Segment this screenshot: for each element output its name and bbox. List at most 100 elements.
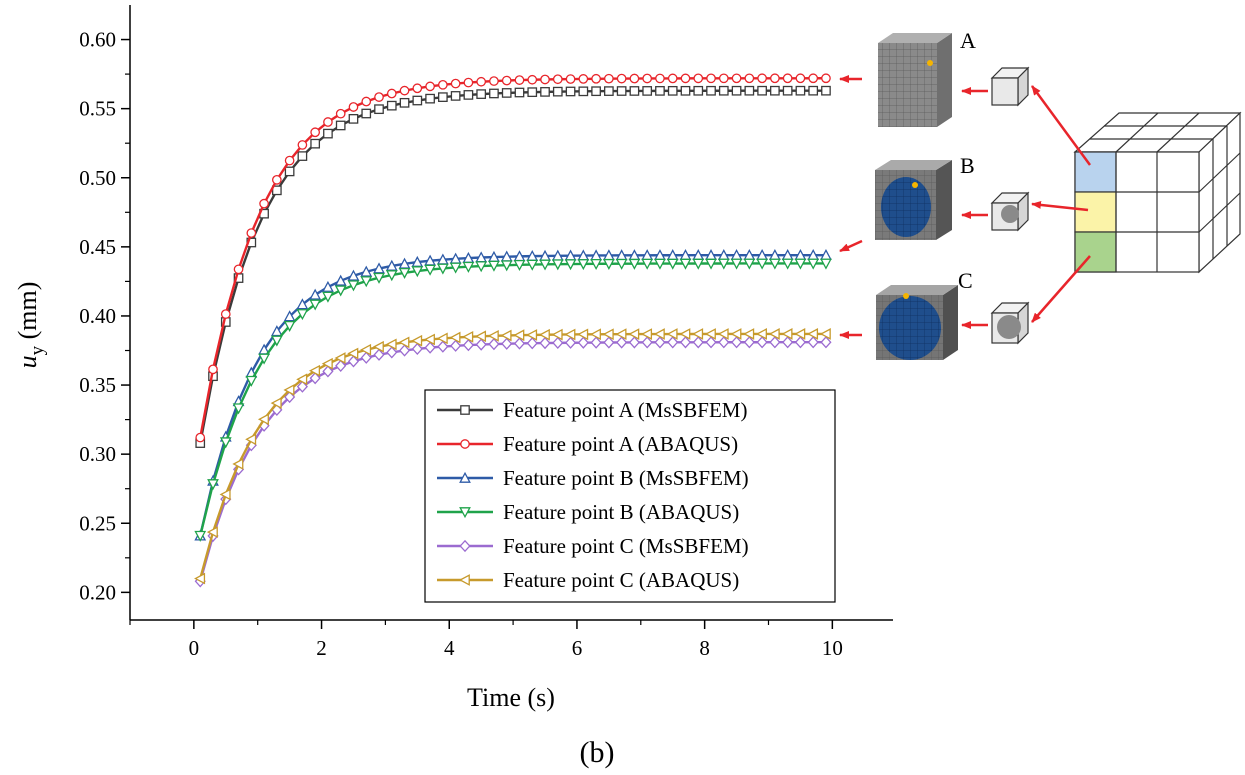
legend-label: Feature point A (ABAQUS) [503, 432, 738, 456]
series-point [385, 338, 397, 351]
series-point [782, 336, 794, 349]
label-c: C [958, 268, 973, 293]
series-point [334, 285, 347, 297]
series-point [526, 329, 538, 341]
mesh-model-b [875, 160, 952, 240]
series-point [245, 375, 258, 387]
legend-label: Feature point B (MsSBFEM) [503, 466, 749, 490]
series-point [768, 328, 780, 340]
cell-blue [1074, 151, 1117, 193]
series-point [564, 336, 577, 349]
series-point [679, 328, 691, 340]
series-point [755, 328, 767, 340]
series-point [245, 433, 257, 446]
x-axis-title: Time (s) [467, 683, 555, 712]
y-tick-label: 0.35 [79, 373, 116, 397]
series-point [424, 264, 436, 276]
series-point [462, 261, 475, 273]
series-point [807, 328, 819, 340]
series-point [538, 328, 550, 341]
series-point [373, 262, 385, 274]
legend-label: Feature point C (MsSBFEM) [503, 534, 749, 558]
series-point [692, 336, 704, 349]
mesh-model-a [878, 33, 952, 127]
series-point [272, 185, 282, 196]
series-point [655, 86, 665, 96]
series-point [348, 102, 359, 112]
series-point [527, 74, 538, 85]
series-point [654, 258, 666, 270]
series-point [808, 73, 819, 84]
series-point [757, 85, 767, 96]
series-point [437, 340, 449, 353]
series-point [257, 413, 269, 426]
series-point [731, 73, 742, 84]
series-point [488, 260, 500, 272]
legend-swatch-marker [460, 405, 470, 415]
series-point [808, 85, 819, 96]
unit-cube-c [990, 301, 1030, 345]
series-point [551, 328, 563, 341]
legend-box [424, 389, 836, 603]
composite-cube [1073, 111, 1242, 274]
series-point [233, 264, 244, 275]
series-point [781, 328, 793, 340]
series-point [820, 258, 832, 270]
series-point [220, 309, 231, 319]
series-point [449, 262, 462, 274]
series-point [398, 344, 411, 357]
series-point [540, 74, 550, 85]
series-point [552, 336, 564, 350]
y-axis-unit: (mm) [13, 282, 42, 340]
series-point [744, 73, 755, 84]
legend-item: Feature point B (MsSBFEM) [437, 466, 749, 490]
y-axis-symbol: u [13, 355, 42, 368]
series-point [603, 336, 615, 349]
series-point [219, 437, 232, 449]
series-point [208, 364, 218, 375]
mesh-model-c [876, 285, 958, 360]
legend: Feature point A (MsSBFEM) Feature point A… [424, 389, 836, 603]
series-1 [195, 85, 831, 448]
series-2 [195, 73, 831, 443]
series-point [743, 258, 756, 270]
series-point [679, 258, 692, 270]
series-point [602, 258, 615, 270]
series-4 [194, 258, 832, 542]
series-point [565, 74, 576, 84]
series-point [552, 86, 563, 97]
series-point [667, 73, 678, 84]
series-point [782, 73, 793, 84]
series-point [374, 92, 384, 102]
series-point [297, 151, 308, 161]
legend-label: Feature point A (MsSBFEM) [503, 398, 747, 422]
series-point [666, 258, 679, 270]
inset-illustration: A B C [839, 28, 1242, 360]
x-tick-label: 0 [189, 636, 200, 660]
series-point [552, 74, 563, 85]
series-point [476, 76, 487, 87]
series-point [284, 166, 295, 177]
series-point [730, 258, 743, 270]
series-point [718, 85, 729, 96]
arrow-green-cell [1031, 255, 1091, 323]
series-point [794, 258, 807, 270]
series-point [577, 328, 589, 341]
series-point [756, 258, 768, 270]
series-point [501, 75, 512, 86]
series-point [385, 270, 398, 282]
series-point [284, 155, 295, 166]
series-point [513, 259, 526, 272]
series-point [322, 365, 334, 378]
series-point [347, 355, 360, 368]
series-point [374, 104, 384, 115]
series-point [641, 258, 654, 270]
series-point [629, 86, 640, 96]
legend-swatch-marker [459, 471, 471, 483]
series-point [540, 87, 550, 97]
panel-label: (b) [580, 736, 615, 769]
series-point [794, 328, 806, 340]
series-point [361, 108, 372, 119]
series-point [615, 328, 627, 341]
